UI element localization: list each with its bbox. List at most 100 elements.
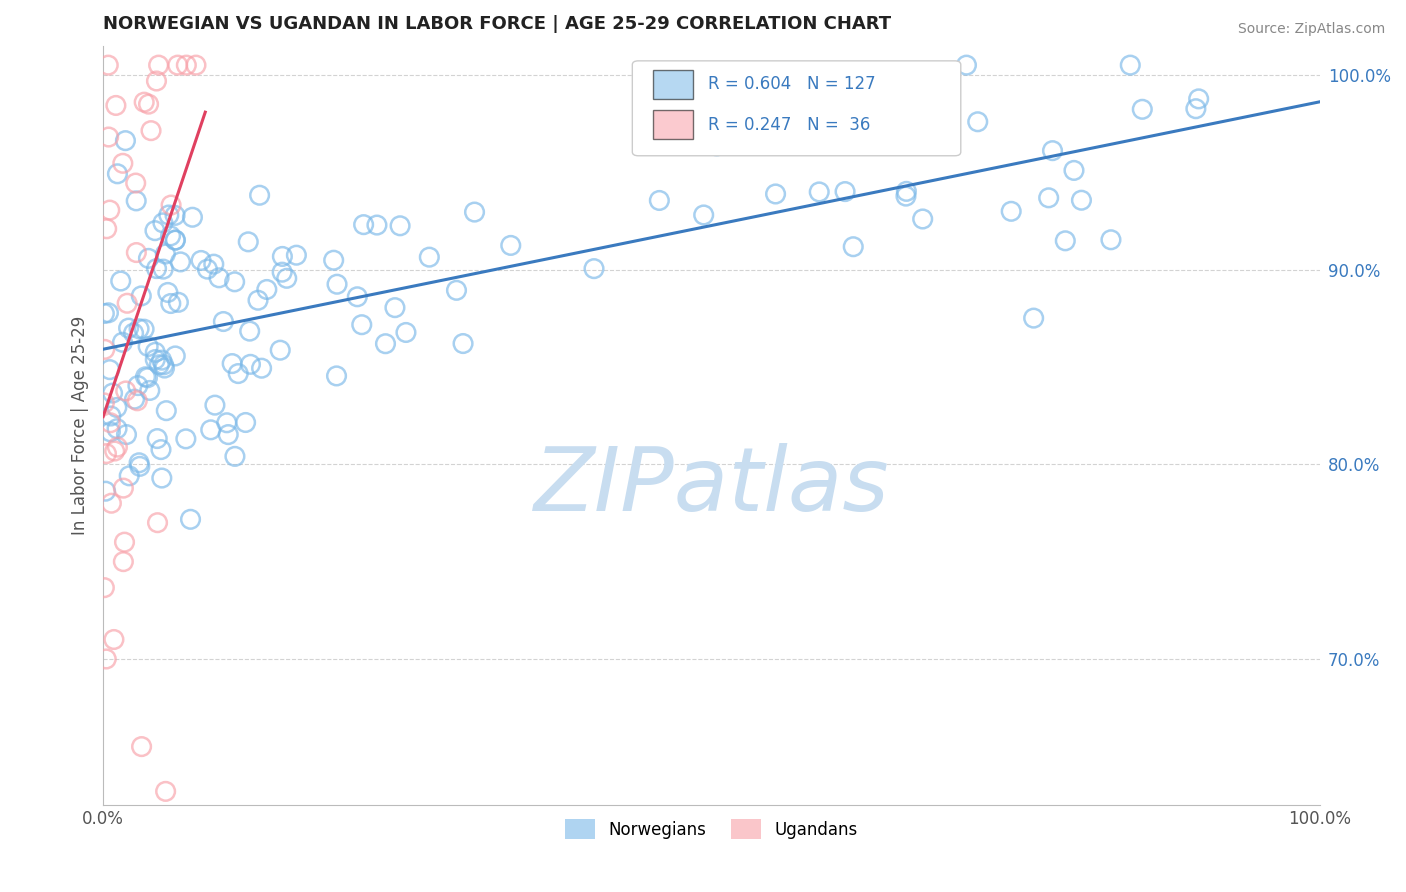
Point bbox=[96, 221, 118, 235]
Point bbox=[112, 555, 135, 569]
Point bbox=[128, 322, 150, 336]
Point bbox=[105, 422, 128, 436]
Point bbox=[148, 358, 170, 372]
Point bbox=[346, 290, 368, 304]
Point bbox=[195, 262, 218, 277]
Point bbox=[366, 218, 388, 232]
Point bbox=[125, 194, 148, 208]
FancyBboxPatch shape bbox=[652, 70, 693, 99]
Point bbox=[269, 343, 291, 358]
Text: NORWEGIAN VS UGANDAN IN LABOR FORCE | AGE 25-29 CORRELATION CHART: NORWEGIAN VS UGANDAN IN LABOR FORCE | AG… bbox=[103, 15, 891, 33]
Point bbox=[152, 216, 174, 230]
Legend: Norwegians, Ugandans: Norwegians, Ugandans bbox=[558, 813, 865, 846]
Point bbox=[238, 235, 260, 249]
Point bbox=[110, 274, 132, 288]
Point bbox=[1130, 103, 1153, 117]
Point bbox=[107, 167, 129, 181]
Point bbox=[100, 496, 122, 510]
Point bbox=[180, 512, 202, 526]
Point bbox=[911, 212, 934, 227]
Point bbox=[148, 58, 170, 72]
Point bbox=[389, 219, 412, 233]
Point bbox=[239, 324, 262, 338]
Point bbox=[169, 255, 191, 269]
Point bbox=[139, 123, 162, 137]
Point bbox=[115, 296, 138, 310]
Point bbox=[1063, 163, 1085, 178]
Point bbox=[155, 403, 177, 417]
Point bbox=[159, 296, 181, 310]
Point bbox=[285, 248, 308, 262]
Point bbox=[226, 367, 249, 381]
Point bbox=[100, 425, 122, 439]
Point bbox=[117, 321, 139, 335]
Point bbox=[157, 208, 180, 222]
Point bbox=[247, 293, 270, 308]
Point bbox=[143, 345, 166, 359]
Point bbox=[145, 74, 167, 88]
Point bbox=[134, 369, 156, 384]
Point bbox=[111, 156, 134, 170]
Point bbox=[271, 265, 294, 279]
Point bbox=[129, 289, 152, 303]
Point bbox=[163, 208, 186, 222]
Point bbox=[582, 261, 605, 276]
Point bbox=[124, 392, 146, 406]
Point bbox=[96, 447, 118, 461]
Point bbox=[326, 277, 349, 292]
Point bbox=[249, 188, 271, 202]
Point bbox=[101, 386, 124, 401]
Point bbox=[773, 88, 796, 103]
Point bbox=[966, 115, 988, 129]
Point bbox=[184, 58, 207, 72]
Point bbox=[97, 130, 120, 145]
Point bbox=[765, 186, 787, 201]
Point bbox=[132, 322, 155, 336]
Point bbox=[93, 581, 115, 595]
Point bbox=[114, 535, 136, 549]
Point bbox=[221, 357, 243, 371]
Point bbox=[155, 247, 177, 261]
Point bbox=[692, 208, 714, 222]
Y-axis label: In Labor Force | Age 25-29: In Labor Force | Age 25-29 bbox=[72, 316, 89, 535]
Point bbox=[96, 652, 118, 666]
FancyBboxPatch shape bbox=[652, 111, 693, 139]
Point bbox=[139, 384, 162, 398]
Point bbox=[166, 58, 188, 72]
Point bbox=[1070, 193, 1092, 207]
Point bbox=[122, 326, 145, 340]
Point bbox=[176, 58, 198, 72]
Point bbox=[167, 295, 190, 310]
Point bbox=[217, 427, 239, 442]
Point bbox=[149, 442, 172, 457]
Point bbox=[1022, 311, 1045, 326]
Point bbox=[655, 129, 678, 144]
Point bbox=[143, 352, 166, 367]
Point bbox=[174, 432, 197, 446]
Point bbox=[155, 784, 177, 798]
Point bbox=[181, 211, 204, 225]
Point bbox=[153, 361, 176, 376]
Point bbox=[136, 339, 159, 353]
Point bbox=[94, 343, 117, 357]
Point bbox=[648, 194, 671, 208]
Point bbox=[115, 427, 138, 442]
Point bbox=[322, 253, 344, 268]
Text: ZIPatlas: ZIPatlas bbox=[534, 443, 889, 529]
Point bbox=[94, 484, 117, 499]
Point bbox=[395, 326, 418, 340]
Point bbox=[93, 306, 115, 320]
Point bbox=[239, 357, 262, 371]
Point bbox=[165, 233, 187, 247]
Point bbox=[256, 283, 278, 297]
Point bbox=[200, 423, 222, 437]
Point bbox=[103, 632, 125, 647]
Point bbox=[128, 456, 150, 470]
Point bbox=[1054, 234, 1077, 248]
Point bbox=[706, 139, 728, 153]
Point bbox=[114, 134, 136, 148]
Point bbox=[896, 185, 918, 199]
Point bbox=[104, 444, 127, 458]
Point bbox=[215, 416, 238, 430]
Point bbox=[114, 384, 136, 398]
